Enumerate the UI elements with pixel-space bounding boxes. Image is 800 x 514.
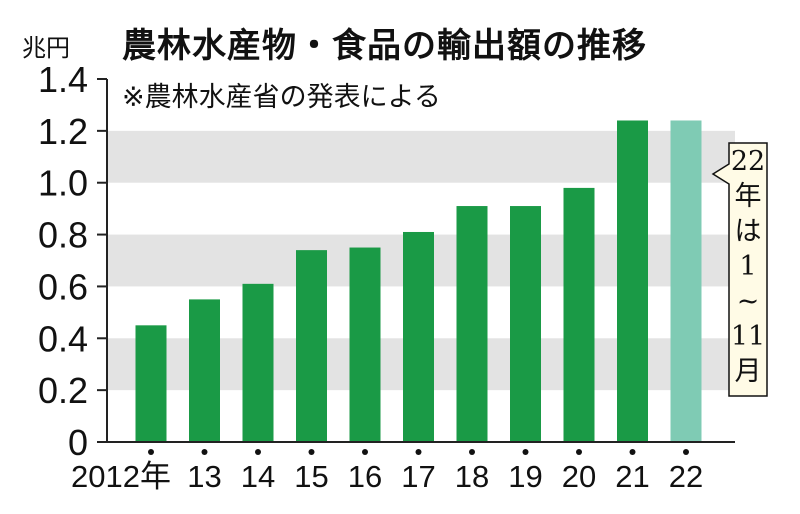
chart-subtitle: ※農林水産省の発表による: [122, 82, 441, 113]
x-tick-label: 2012年: [71, 459, 171, 494]
chart-title: 農林水産物・食品の輸出額の推移: [122, 26, 647, 66]
x-tick-dot: [629, 449, 636, 455]
y-tick-label: 0.4: [38, 318, 88, 359]
bar: [510, 206, 541, 442]
x-tick-dot: [201, 449, 208, 455]
y-tick-label: 0: [68, 422, 88, 463]
bar: [563, 187, 595, 442]
x-tick-label: 18: [455, 459, 489, 494]
x-tick-label: 17: [401, 459, 435, 494]
annotation-text: 年: [735, 181, 762, 212]
x-tick-label: 21: [615, 459, 649, 494]
bar: [349, 247, 381, 442]
y-tick-label: 0.8: [38, 215, 88, 256]
bar: [670, 120, 702, 442]
annotation-text: 1: [739, 251, 756, 282]
x-tick-dot: [255, 449, 261, 455]
y-tick-label: 0.2: [38, 370, 88, 411]
y-tick-label: 1.0: [38, 163, 88, 204]
bar: [135, 325, 167, 442]
y-tick-label: 1.4: [38, 59, 88, 100]
annotation-text: 月: [735, 356, 762, 387]
y-tick-label: 1.2: [38, 111, 88, 152]
x-tick-dot: [362, 449, 368, 455]
bar: [189, 299, 220, 442]
x-tick-label: 16: [348, 459, 382, 494]
y-tick-label: 0.6: [38, 266, 88, 307]
x-tick-label: 19: [508, 459, 542, 494]
x-tick-label: 14: [241, 459, 275, 494]
bar: [296, 250, 327, 442]
x-tick-dot: [415, 449, 422, 455]
x-tick-dot: [683, 449, 689, 455]
annotation-callout: [711, 142, 768, 397]
annotation-text: は: [735, 216, 762, 247]
x-tick-dot: [148, 449, 154, 455]
x-tick-dot: [308, 449, 315, 455]
x-tick-dot: [576, 449, 582, 455]
annotation-text: 22: [731, 146, 765, 177]
annotation-text: ~: [737, 286, 760, 317]
x-tick-dot: [522, 449, 529, 455]
x-tick-label: 22: [669, 459, 703, 494]
bar: [617, 120, 648, 442]
x-tick-label: 13: [187, 459, 221, 494]
y-axis-unit: 兆円: [22, 34, 70, 62]
x-tick-label: 15: [294, 459, 328, 494]
annotation-text: 11: [731, 321, 765, 352]
bar: [242, 283, 274, 442]
bar: [456, 206, 488, 442]
x-tick-dot: [469, 449, 475, 455]
bar: [403, 231, 434, 442]
x-tick-label: 20: [562, 459, 596, 494]
